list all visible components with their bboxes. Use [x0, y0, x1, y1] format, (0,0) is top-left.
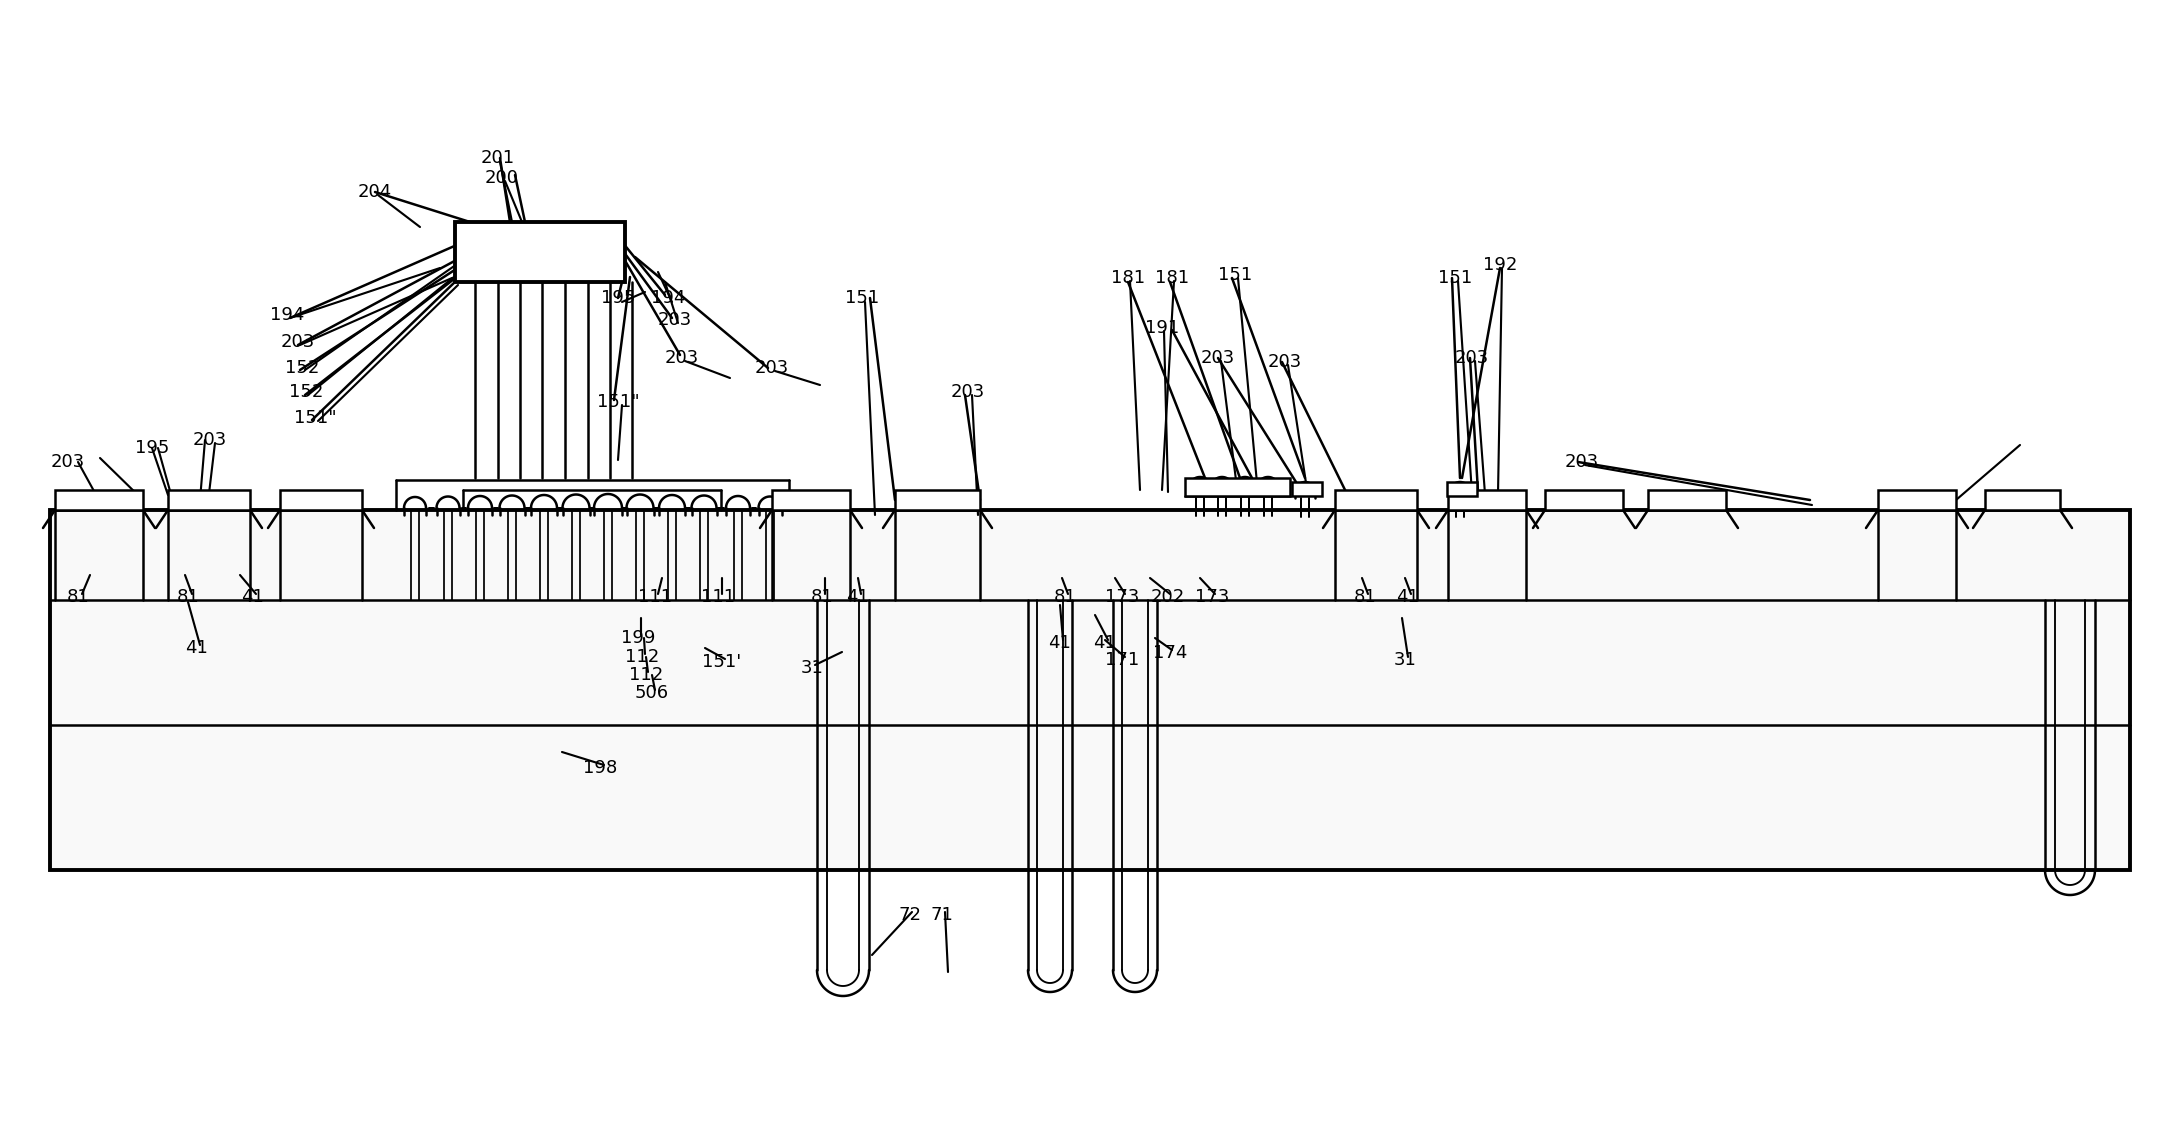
- Text: 81: 81: [68, 588, 89, 605]
- Text: 111: 111: [639, 588, 671, 605]
- Text: 195: 195: [135, 438, 170, 457]
- Text: 151: 151: [1439, 269, 1472, 287]
- Text: 203: 203: [192, 431, 227, 449]
- Bar: [1986, 490, 2060, 510]
- Bar: [50, 510, 2130, 870]
- Text: 151: 151: [1219, 266, 1251, 284]
- Text: 71: 71: [931, 907, 953, 924]
- Text: 81: 81: [177, 588, 198, 605]
- Bar: [1877, 490, 1955, 510]
- Text: 151: 151: [846, 289, 879, 307]
- Text: 506: 506: [634, 684, 669, 702]
- Text: 112: 112: [628, 666, 663, 684]
- Text: 41: 41: [1049, 634, 1070, 652]
- Text: 181: 181: [1155, 269, 1188, 287]
- Text: 151': 151': [702, 653, 741, 671]
- Bar: [279, 490, 362, 510]
- Bar: [1293, 482, 1321, 496]
- Bar: [1448, 482, 1478, 496]
- Text: 203: 203: [950, 383, 985, 401]
- Text: 151": 151": [597, 393, 639, 411]
- Text: 81: 81: [811, 588, 833, 605]
- Text: 203: 203: [1454, 349, 1489, 367]
- Text: 203: 203: [1201, 349, 1236, 367]
- Text: 111: 111: [702, 588, 735, 605]
- Text: 41: 41: [1094, 634, 1116, 652]
- Text: 194: 194: [270, 306, 305, 324]
- Text: 200: 200: [484, 169, 519, 187]
- Text: 72: 72: [898, 907, 922, 924]
- Bar: [168, 490, 251, 510]
- Text: 171: 171: [1105, 651, 1140, 669]
- Text: 202: 202: [1151, 588, 1186, 605]
- Text: 81: 81: [1053, 588, 1077, 605]
- Bar: [1448, 490, 1526, 510]
- Text: 198: 198: [582, 759, 617, 777]
- Text: 41: 41: [1397, 588, 1419, 605]
- Text: 152: 152: [288, 383, 323, 401]
- Text: 41: 41: [240, 588, 264, 605]
- Text: 203: 203: [281, 333, 316, 351]
- Text: 204: 204: [358, 183, 392, 201]
- Bar: [1648, 490, 1727, 510]
- Text: 174: 174: [1153, 644, 1188, 662]
- Text: 203: 203: [658, 311, 691, 329]
- Text: 173: 173: [1195, 588, 1230, 605]
- Bar: [772, 490, 850, 510]
- Text: 195: 195: [602, 289, 634, 307]
- Text: 191: 191: [1144, 319, 1179, 337]
- Bar: [1334, 490, 1417, 510]
- Text: 203: 203: [50, 453, 85, 471]
- Bar: [54, 490, 144, 510]
- Text: 152: 152: [286, 359, 318, 377]
- Text: 151": 151": [294, 409, 336, 427]
- Text: 203: 203: [754, 359, 789, 377]
- Bar: [896, 490, 981, 510]
- Text: 173: 173: [1105, 588, 1140, 605]
- Text: 199: 199: [621, 629, 656, 648]
- Text: 31: 31: [1393, 651, 1417, 669]
- Text: 31: 31: [800, 659, 824, 677]
- Text: 201: 201: [482, 149, 514, 167]
- Text: 181: 181: [1112, 269, 1144, 287]
- Bar: [1546, 490, 1622, 510]
- Bar: [1186, 478, 1291, 496]
- Text: 41: 41: [846, 588, 870, 605]
- Text: 112: 112: [626, 648, 658, 666]
- Bar: [456, 222, 626, 282]
- Text: 152: 152: [521, 242, 560, 262]
- Text: 203: 203: [1269, 353, 1301, 371]
- Text: 194: 194: [652, 289, 685, 307]
- Text: 203: 203: [665, 349, 700, 367]
- Text: 41: 41: [185, 640, 207, 657]
- Text: 81: 81: [1354, 588, 1376, 605]
- Text: 192: 192: [1482, 256, 1517, 274]
- Text: 203: 203: [1565, 453, 1600, 471]
